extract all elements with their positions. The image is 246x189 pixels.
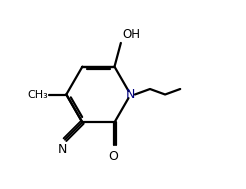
- Text: N: N: [126, 88, 135, 101]
- Text: CH₃: CH₃: [27, 90, 48, 99]
- Text: O: O: [109, 150, 119, 163]
- Text: N: N: [58, 143, 67, 156]
- Text: OH: OH: [123, 28, 141, 41]
